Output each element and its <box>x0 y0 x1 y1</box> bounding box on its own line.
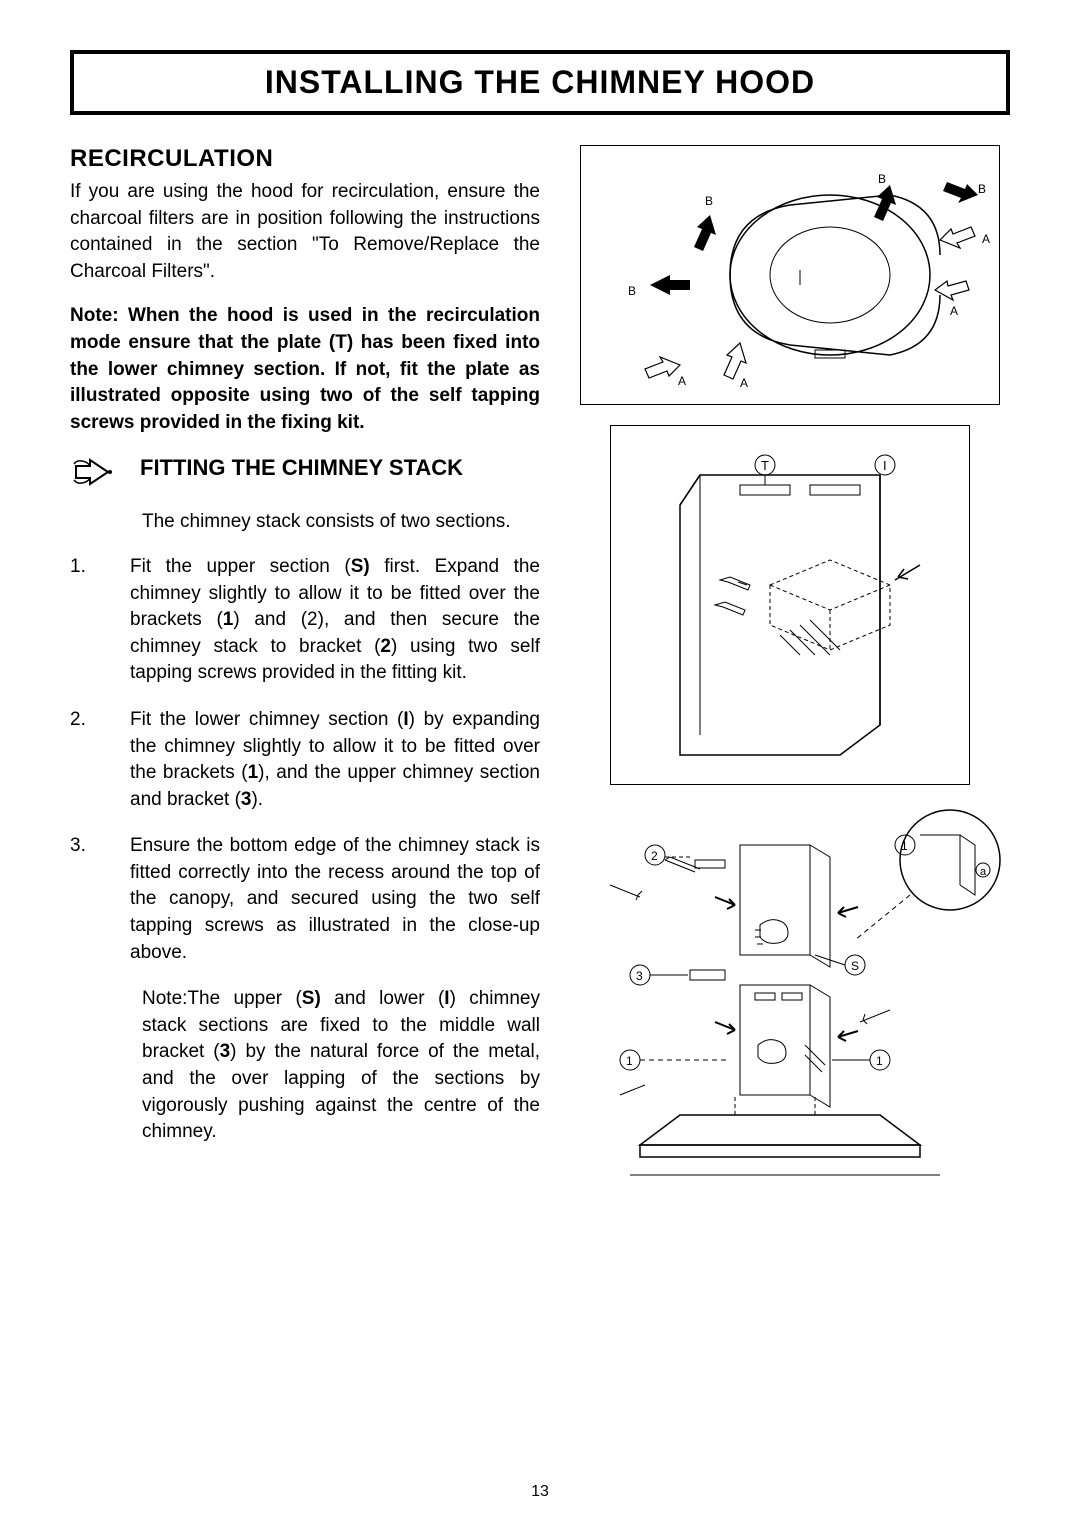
step-text: Fit the upper section (S) first. Expand … <box>130 554 540 687</box>
svg-text:3: 3 <box>636 969 643 983</box>
diagram-chimney-assembly: a 2 <box>570 805 1010 1205</box>
page-number: 13 <box>0 1483 1080 1501</box>
step-number: 3. <box>70 833 90 966</box>
step-3: 3. Ensure the bottom edge of the chimney… <box>70 833 540 966</box>
fitting-heading: FITTING THE CHIMNEY STACK <box>140 454 463 483</box>
diagram-motor-arrows: B B B B <box>580 145 1000 405</box>
svg-text:A: A <box>740 376 748 390</box>
svg-text:2: 2 <box>651 849 658 863</box>
svg-text:A: A <box>982 232 990 246</box>
step-number: 2. <box>70 707 90 813</box>
svg-text:a: a <box>980 866 987 878</box>
arrow-B-right: B <box>943 182 986 203</box>
page-title: INSTALLING THE CHIMNEY HOOD <box>94 64 986 101</box>
screw-icon <box>715 602 745 615</box>
svg-text:A: A <box>678 374 686 388</box>
svg-text:T: T <box>761 458 769 473</box>
arrow-B-topleft: B <box>694 194 716 251</box>
fitting-intro: The chimney stack consists of two sectio… <box>142 509 540 536</box>
svg-text:B: B <box>628 284 636 298</box>
recirculation-p1: If you are using the hood for recirculat… <box>70 179 540 285</box>
recirculation-note: Note: When the hood is used in the recir… <box>70 303 540 436</box>
screw-icon <box>720 577 750 590</box>
fitting-heading-row: FITTING THE CHIMNEY STACK <box>70 454 540 490</box>
svg-text:1: 1 <box>626 1054 633 1068</box>
svg-text:B: B <box>878 172 886 186</box>
fitting-steps: 1. Fit the upper section (S) first. Expa… <box>70 554 540 966</box>
svg-text:B: B <box>705 194 713 208</box>
step-text: Fit the lower chimney section (I) by exp… <box>130 707 540 813</box>
left-column: RECIRCULATION If you are using the hood … <box>70 145 540 1205</box>
fitting-note: Note:The upper (S) and lower (I) chimney… <box>142 986 540 1146</box>
pointing-hand-icon <box>70 454 128 490</box>
svg-text:1: 1 <box>876 1054 883 1068</box>
svg-text:I: I <box>883 458 887 473</box>
step-2: 2. Fit the lower chimney section (I) by … <box>70 707 540 813</box>
svg-text:1: 1 <box>901 839 908 853</box>
recirculation-heading: RECIRCULATION <box>70 145 540 173</box>
arrow-A-bottom: A <box>724 343 748 390</box>
arrow-B-left: B <box>628 275 690 298</box>
step-text: Ensure the bottom edge of the chimney st… <box>130 833 540 966</box>
arrow-A-right1: A <box>940 227 990 248</box>
svg-text:A: A <box>950 304 958 318</box>
title-box: INSTALLING THE CHIMNEY HOOD <box>70 50 1010 115</box>
step-number: 1. <box>70 554 90 687</box>
step-1: 1. Fit the upper section (S) first. Expa… <box>70 554 540 687</box>
right-column: B B B B <box>570 145 1010 1205</box>
svg-text:B: B <box>978 182 986 196</box>
svg-text:S: S <box>851 959 859 973</box>
arrow-A-bottomleft: A <box>645 357 686 388</box>
diagram-plate-t: T I <box>610 425 970 785</box>
